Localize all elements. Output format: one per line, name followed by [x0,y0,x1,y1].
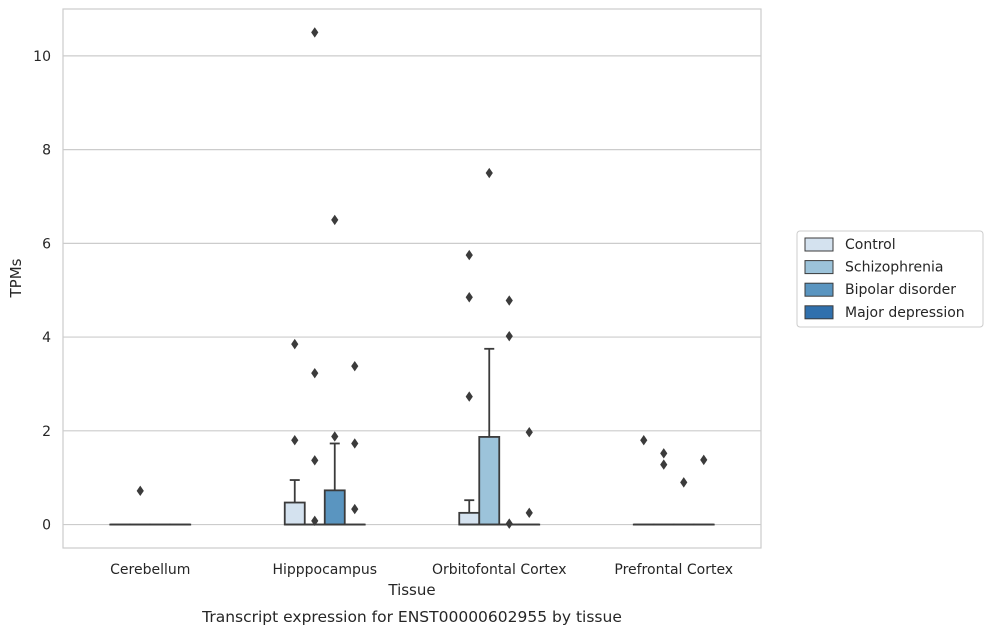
box-bipolar-disorder-1 [323,442,346,526]
y-tick-label-4: 4 [42,330,51,346]
outlier-control-2-2 [465,391,473,402]
outlier-points [136,27,708,529]
legend-swatch-schizophrenia [804,260,834,275]
y-tick-label-0: 0 [42,518,51,534]
x-tick-label-cerebellum: Cerebellum [110,562,190,578]
outlier-bipolar-disorder-2-2 [505,518,513,529]
legend-swatch-bipolar-disorder [804,282,834,297]
outlier-schizophrenia-1-3 [311,515,319,527]
outlier-major-depression-2-1 [525,507,533,519]
outlier-control-2-1 [465,292,473,303]
outlier-bipolar-disorder-3-0 [680,477,688,488]
chart-caption: Transcript expression for ENST0000060295… [201,608,622,626]
outlier-control-1-1 [291,435,299,446]
outlier-schizophrenia-2-0 [485,167,493,179]
outlier-major-depression-1-2 [351,503,359,515]
x-tick-label-hipppocampus: Hipppocampus [272,562,377,578]
legend-label-control: Control [845,237,896,253]
legend-swatch-control [804,237,834,252]
y-tick-label-6: 6 [42,236,51,252]
x-tick-label-orbitofontal-cortex: Orbitofontal Cortex [432,562,567,578]
outlier-major-depression-3-0 [700,454,708,466]
outlier-schizophrenia-1-0 [311,27,319,38]
box-body [283,501,306,526]
outlier-control-3-0 [640,435,648,446]
legend-swatch-major-depression [804,305,834,320]
outlier-schizophrenia-1-1 [311,367,319,379]
legend: Control Schizophrenia Bipolar disorder Majo… [796,230,984,328]
y-tick-label-8: 8 [42,143,51,159]
box-body [478,436,501,526]
box-control-1 [283,479,306,526]
y-tick-label-2: 2 [42,424,51,440]
outlier-schizophrenia-3-0 [660,448,668,459]
outlier-bipolar-disorder-1-0 [331,214,339,226]
box-body [323,489,346,526]
legend-label-major-depression: Major depression [845,305,965,321]
legend-items: Control Schizophrenia Bipolar disorder Majo… [804,237,965,321]
x-tick-label-prefrontal-cortex: Prefrontal Cortex [614,562,733,578]
outlier-schizophrenia-1-2 [311,455,319,466]
outlier-control-2-0 [465,249,473,261]
box-control-2 [458,499,481,526]
box-schizophrenia-2 [478,347,501,526]
outlier-bipolar-disorder-1-1 [331,431,339,442]
outlier-schizophrenia-3-1 [660,459,668,470]
outlier-bipolar-disorder-2-1 [505,330,513,342]
x-axis-ticks: Cerebellum Hipppocampus Orbitofontal Corte… [110,562,733,578]
outlier-control-1-0 [291,338,299,350]
outlier-bipolar-disorder-2-0 [505,295,513,306]
outlier-major-depression-1-0 [351,360,359,372]
legend-label-schizophrenia: Schizophrenia [845,260,943,276]
y-tick-label-10: 10 [33,49,51,65]
x-axis-label: Tissue [387,581,435,599]
legend-frame [796,230,984,328]
outlier-major-depression-2-0 [525,427,533,438]
plot-area-frame [62,8,762,549]
legend-label-bipolar-disorder: Bipolar disorder [845,282,956,298]
box-body [458,511,481,526]
y-axis-ticks: 0 2 4 6 8 10 [33,49,51,534]
outlier-schizophrenia-0-0 [136,485,144,497]
y-axis-label: TPMs [7,258,25,298]
outlier-major-depression-1-1 [351,438,359,449]
